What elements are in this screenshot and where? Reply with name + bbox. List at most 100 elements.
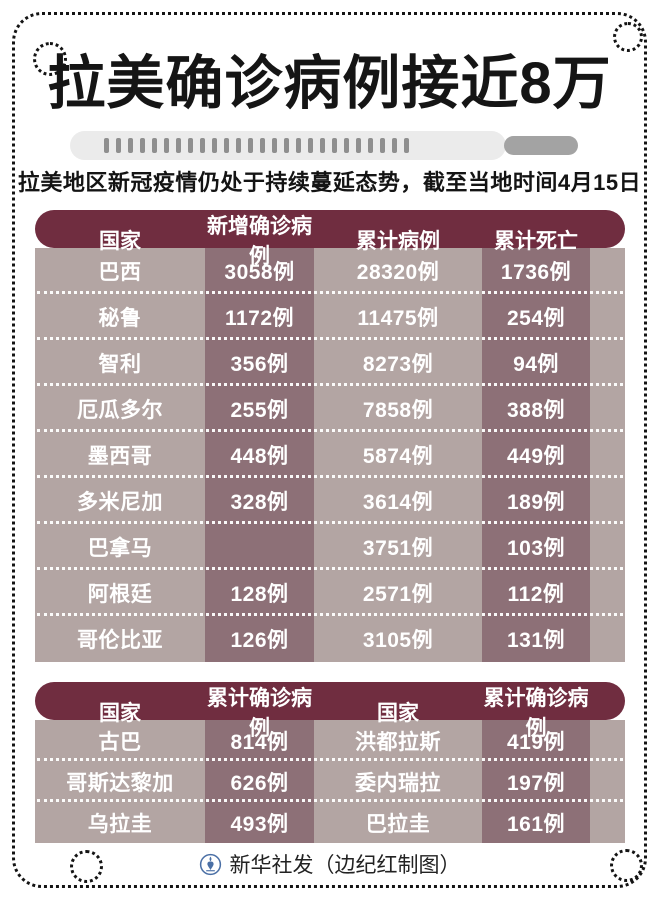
xinhua-logo-icon	[199, 853, 222, 876]
table-cell: 103例	[482, 524, 590, 570]
table-row: 哥斯达黎加 626例 委内瑞拉 197例	[35, 761, 625, 802]
table-cell: 阿根廷	[87, 583, 153, 606]
table-cell: 洪都拉斯	[355, 730, 441, 754]
table-cell: 3058例	[205, 248, 314, 294]
thermometer-tick	[164, 138, 169, 153]
table-cell: 448例	[205, 432, 314, 478]
thermometer-tick	[236, 138, 241, 153]
table-cell: 419例	[482, 720, 590, 761]
table-cell: 1172例	[205, 294, 314, 340]
thermometer-tick	[320, 138, 325, 153]
table-cell: 委内瑞拉	[355, 771, 441, 795]
table-cell: 626例	[205, 761, 314, 802]
table-edge-spacer	[590, 761, 625, 802]
column-header-total-cases: 累计病例	[356, 230, 440, 253]
table-edge-spacer	[590, 432, 625, 478]
table-cell: 1736例	[482, 248, 590, 294]
table-cell: 3105例	[362, 629, 434, 652]
dotted-border	[12, 12, 647, 888]
table-edge-spacer	[590, 524, 625, 570]
page-title: 拉美确诊病例接近8万	[47, 51, 612, 116]
table-cell: 814例	[205, 720, 314, 761]
table-cell: 112例	[482, 570, 590, 616]
table-cell: 197例	[482, 761, 590, 802]
column-header-new-cases: 新增确诊病例	[207, 215, 312, 268]
thermometer-tick	[344, 138, 349, 153]
thermometer-tick	[140, 138, 145, 153]
thermometer-tick	[176, 138, 181, 153]
column-header-total-deaths: 累计死亡	[494, 230, 578, 253]
table-row: 秘鲁 1172例 11475例 254例	[35, 294, 625, 340]
thermometer-tick	[260, 138, 265, 153]
table-edge-spacer	[590, 478, 625, 524]
corner-circle-top-right	[613, 22, 643, 52]
table-cell: 乌拉圭	[87, 812, 153, 836]
table-cell: 161例	[482, 802, 590, 843]
main-table-body: 巴西 3058例 28320例 1736例 秘鲁 1172例 11475例 254例 智利 356…	[35, 248, 625, 662]
table-edge-spacer	[590, 802, 625, 843]
thermometer-tick	[104, 138, 109, 153]
secondary-table-body: 古巴 814例 洪都拉斯 419例 哥斯达黎加 626例 委内瑞拉 197例 乌拉圭 493例 巴拉…	[35, 720, 625, 843]
table-cell: 厄瓜多尔	[77, 399, 163, 422]
thermometer-tick	[272, 138, 277, 153]
table-cell: 5874例	[362, 445, 434, 468]
table-row: 乌拉圭 493例 巴拉圭 161例	[35, 802, 625, 843]
table-row: 巴拿马 3751例 103例	[35, 524, 625, 570]
secondary-table-header: 国家 累计确诊病例 国家 累计确诊病例	[35, 682, 625, 740]
thermometer-tick	[248, 138, 253, 153]
thermometer-tick	[332, 138, 337, 153]
footer-credit: 新华社发（边纪红制图）	[0, 851, 659, 877]
column-header-country: 国家	[99, 230, 141, 253]
thermometer-tick	[152, 138, 157, 153]
table-cell: 秘鲁	[98, 307, 142, 330]
thermometer-tick	[212, 138, 217, 153]
credit-text: 新华社发（边纪红制图）	[229, 854, 461, 877]
table-cell: 巴拿马	[87, 537, 153, 560]
table-cell: 11475例	[357, 307, 439, 330]
corner-circle-top-left	[33, 42, 67, 76]
thermometer-tick	[200, 138, 205, 153]
table-cell: 墨西哥	[87, 445, 153, 468]
table-row: 厄瓜多尔 255例 7858例 388例	[35, 386, 625, 432]
thermometer-graphic	[70, 131, 578, 160]
thermometer-tick	[392, 138, 397, 153]
table-row: 多米尼加 328例 3614例 189例	[35, 478, 625, 524]
table-edge-spacer	[590, 570, 625, 616]
thermometer-ticks	[104, 138, 409, 153]
table-row: 智利 356例 8273例 94例	[35, 340, 625, 386]
table-cell: 巴西	[98, 261, 142, 284]
table-cell: 3614例	[362, 491, 434, 514]
thermometer-cap	[504, 136, 578, 155]
thermometer-tick	[356, 138, 361, 153]
column-header-total-confirmed: 累计确诊病例	[207, 687, 312, 740]
table-row: 墨西哥 448例 5874例 449例	[35, 432, 625, 478]
thermometer-track	[70, 131, 506, 160]
table-cell: 哥伦比亚	[77, 629, 163, 652]
table-cell: 2571例	[362, 583, 434, 606]
thermometer-tick	[404, 138, 409, 153]
thermometer-tick	[380, 138, 385, 153]
table-cell: 131例	[482, 616, 590, 662]
table-row: 巴西 3058例 28320例 1736例	[35, 248, 625, 294]
thermometer-tick	[116, 138, 121, 153]
table-cell: 智利	[98, 353, 142, 376]
main-table: 国家 新增确诊病例 累计病例 累计死亡 巴西 3058例 28320例 1736例秘鲁…	[35, 210, 625, 662]
table-cell: 多米尼加	[77, 491, 163, 514]
table-cell: 94例	[482, 340, 590, 386]
table-edge-spacer	[590, 386, 625, 432]
column-header-country: 国家	[99, 702, 141, 725]
table-edge-spacer	[590, 616, 625, 662]
thermometer-tick	[188, 138, 193, 153]
table-cell: 28320例	[356, 261, 440, 284]
table-cell: 388例	[482, 386, 590, 432]
table-row: 阿根廷 128例 2571例 112例	[35, 570, 625, 616]
table-cell	[205, 524, 314, 570]
table-cell: 126例	[205, 616, 314, 662]
table-cell: 古巴	[98, 730, 142, 754]
table-cell: 328例	[205, 478, 314, 524]
table-cell: 3751例	[362, 537, 434, 560]
table-row: 哥伦比亚 126例 3105例 131例	[35, 616, 625, 662]
table-edge-spacer	[590, 720, 625, 761]
table-edge-spacer	[590, 340, 625, 386]
